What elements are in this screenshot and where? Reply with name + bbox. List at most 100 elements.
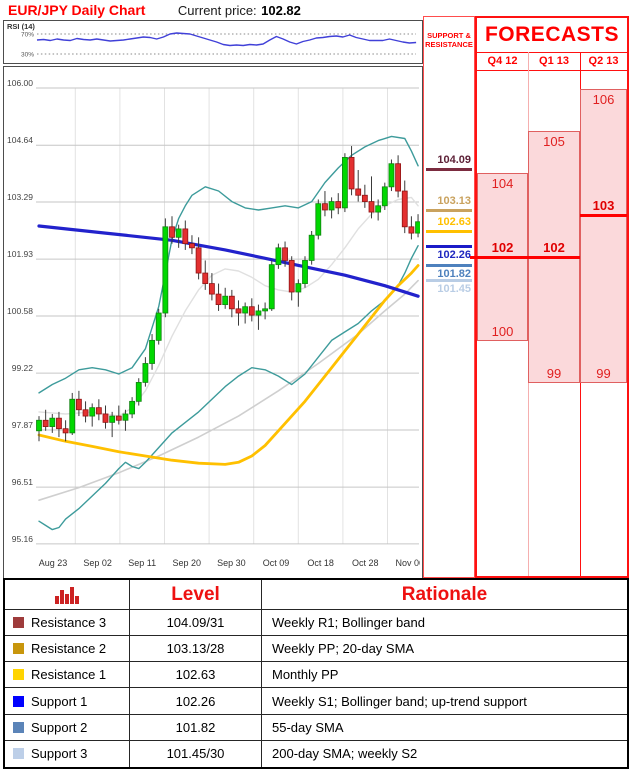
20-day-sma-line <box>38 196 419 417</box>
candle <box>322 191 328 217</box>
candle <box>122 409 129 431</box>
table-row-name-cell: Resistance 2 <box>5 636 130 663</box>
rsi-threshold-label: 70% <box>21 32 34 39</box>
rsi-line <box>36 32 417 47</box>
sr-level-line <box>426 245 472 249</box>
sr-level-line <box>426 263 472 267</box>
rsi-label: RSI (14) <box>7 22 35 31</box>
candle <box>401 180 408 234</box>
candle <box>361 184 368 208</box>
candle <box>189 235 195 255</box>
forecast-central-value: 102 <box>543 240 565 256</box>
rsi-threshold-label: 30% <box>21 52 34 59</box>
x-axis-tick: Oct 28 <box>352 558 379 568</box>
candle <box>355 170 362 202</box>
level-name: Support 3 <box>31 746 88 762</box>
candle <box>135 378 142 406</box>
candle <box>56 411 62 438</box>
forecast-quarter-header: Q2 13 <box>588 55 619 67</box>
title-row: EUR/JPY Daily Chart Current price: 102.8… <box>8 2 301 20</box>
level-rationale-cell: Monthly PP <box>262 662 627 689</box>
candle <box>195 237 202 280</box>
candle <box>395 155 402 198</box>
y-axis-tick: 97.87 <box>12 420 34 430</box>
candle <box>109 411 116 438</box>
bar-chart-icon <box>55 586 79 604</box>
candle <box>288 256 295 301</box>
candle <box>82 401 89 423</box>
candle <box>222 287 229 309</box>
table-row-name-cell: Resistance 1 <box>5 662 130 689</box>
sr-level-label: 101.82 <box>437 267 471 280</box>
x-axis-tick: Sep 11 <box>128 558 156 568</box>
candle <box>175 224 182 248</box>
candle <box>235 300 242 326</box>
55-day-sma-line <box>37 264 420 466</box>
sr-level-label: 101.45 <box>437 283 471 296</box>
forecast-central-line <box>580 214 627 218</box>
candle <box>408 216 415 240</box>
candle <box>388 159 395 192</box>
forecast-low-value: 99 <box>546 366 562 382</box>
level-rationale-cell: Weekly R1; Bollinger band <box>262 610 627 637</box>
bollinger-lower-line <box>38 244 419 531</box>
level-value-cell: 104.09/31 <box>130 610 262 637</box>
candle <box>76 390 82 417</box>
candle <box>69 392 76 435</box>
level-name: Resistance 1 <box>31 667 107 683</box>
forecast-central-value: 103 <box>592 198 615 214</box>
candle <box>129 397 135 419</box>
table-header-rationale: Rationale <box>262 580 627 610</box>
level-name: Resistance 3 <box>31 615 107 631</box>
candle <box>208 273 215 301</box>
level-color-swatch <box>13 721 24 733</box>
level-name: Resistance 2 <box>31 641 107 657</box>
candle <box>182 220 189 250</box>
candle <box>248 298 255 322</box>
level-value-cell: 103.13/28 <box>130 636 262 663</box>
candle <box>202 260 209 290</box>
sr-level-label: 102.26 <box>437 249 471 262</box>
x-axis-tick: Oct 18 <box>307 558 334 568</box>
candle <box>255 304 262 330</box>
forecast-central-value: 102 <box>491 240 514 256</box>
candle <box>348 146 355 196</box>
level-value-cell: 101.82 <box>130 714 262 741</box>
level-color-swatch <box>13 669 24 681</box>
candle <box>302 256 308 288</box>
candle <box>315 199 322 240</box>
candle <box>155 308 162 345</box>
x-axis-tick: Sep 02 <box>83 558 112 568</box>
x-axis-tick: Oct 09 <box>263 558 290 568</box>
level-value-cell: 101.45/30 <box>130 740 262 767</box>
level-rationale-cell: 200-day SMA; weekly S2 <box>272 746 418 762</box>
sr-level-label: 104.09 <box>437 154 471 167</box>
y-axis-tick: 106.00 <box>7 78 33 88</box>
table-header-level: Level <box>130 580 262 610</box>
forecast-quarter-header: Q1 13 <box>539 55 569 67</box>
candle <box>89 403 96 427</box>
table-row-name-cell: Resistance 3 <box>5 610 130 637</box>
level-rationale-cell: Weekly S1; Bollinger band; up-trend supp… <box>262 688 627 715</box>
forecast-quarter-header: Q4 12 <box>487 55 518 67</box>
forecasts-panel: FORECASTS Q4 12 104 100 102 Q1 13 105 99 102 Q2 … <box>470 16 629 578</box>
table-row-name-cell: Support 1 <box>5 688 130 715</box>
forecast-high-value: 105 <box>543 134 565 150</box>
y-axis-tick: 100.58 <box>7 306 33 316</box>
candle <box>415 214 420 238</box>
rsi-panel: RSI (14) 70% 30% <box>3 20 423 64</box>
x-axis-tick: Sep 20 <box>173 558 202 568</box>
candle <box>149 334 155 370</box>
level-name: Support 1 <box>31 693 88 709</box>
forecasts-subheader-rule <box>477 70 627 71</box>
candlestick-chart-panel: 106.00 104.64 103.29 101.93 100.58 99.22 97.87… <box>3 66 423 580</box>
candle <box>95 399 102 421</box>
forecast-high-value: 106 <box>592 92 615 107</box>
level-rationale-cell: 55-day SMA <box>262 715 627 741</box>
candle <box>295 279 302 307</box>
candle <box>375 199 382 221</box>
forecast-central-line <box>528 256 580 260</box>
forecasts-title: FORECASTS <box>484 23 619 46</box>
current-price-value: 102.82 <box>261 3 301 18</box>
current-price-label: Current price: <box>177 3 257 18</box>
